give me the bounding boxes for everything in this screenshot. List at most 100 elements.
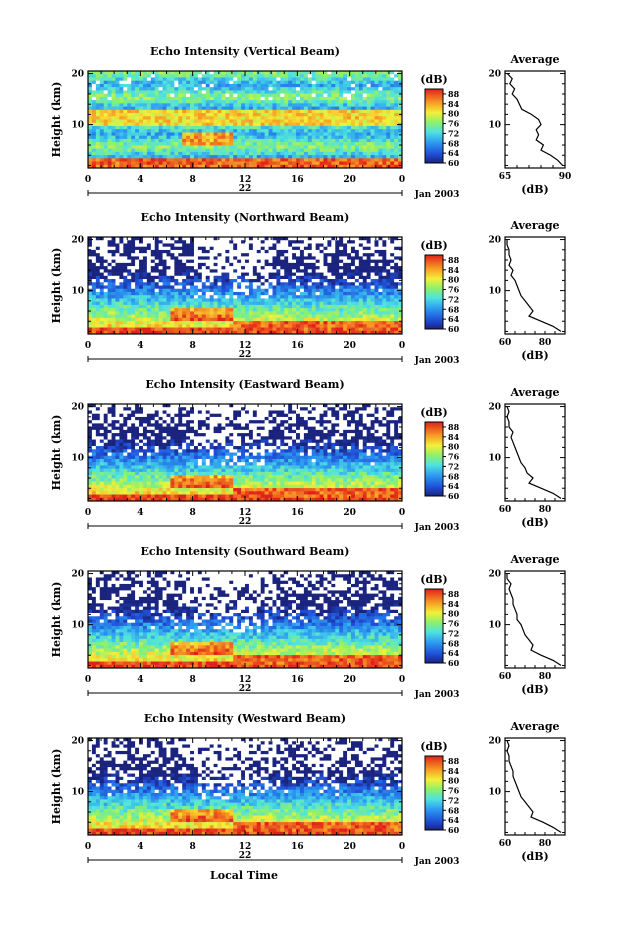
heatmap-cell — [95, 116, 101, 120]
heatmap-cell — [127, 83, 132, 88]
heatmap-cell — [178, 269, 183, 273]
heatmap-cell — [394, 164, 399, 169]
heatmap-cell — [127, 285, 132, 290]
heatmap-cell — [339, 304, 344, 309]
heatmap-cell — [95, 113, 101, 117]
heatmap-cell — [186, 243, 191, 247]
heatmap-cell — [248, 249, 254, 254]
heatmap-cell — [260, 249, 265, 254]
heatmap-cell — [398, 116, 403, 120]
heatmap-cell — [335, 100, 340, 104]
heatmap-cell — [217, 129, 222, 133]
heatmap-cell — [374, 93, 379, 98]
heatmap-cell — [142, 100, 148, 104]
heatmap-cell — [119, 295, 124, 299]
heatmap-cell — [190, 164, 195, 169]
heatmap-cell — [398, 80, 403, 85]
heatmap-cell — [296, 256, 301, 260]
heatmap-cell — [362, 269, 367, 273]
heatmap-cell — [299, 253, 305, 257]
heatmap-cell — [347, 83, 352, 88]
heatmap-cell — [347, 330, 352, 335]
heatmap-cell — [303, 298, 309, 302]
heatmap-cell — [327, 122, 332, 127]
heatmap-cell — [347, 158, 352, 162]
heatmap-cell — [237, 125, 242, 130]
heatmap-cell — [107, 321, 112, 325]
heatmap-cell — [229, 327, 234, 332]
heatmap-cell — [95, 83, 101, 88]
heatmap-cell — [146, 116, 152, 120]
heatmap-cell — [358, 151, 364, 156]
heatmap-cell — [233, 158, 238, 162]
heatmap-cell — [370, 129, 375, 133]
heatmap-cell — [303, 96, 309, 101]
heatmap-cell — [135, 237, 140, 241]
heatmap-cell — [135, 327, 140, 332]
heatmap-cell — [386, 246, 391, 251]
heatmap-cell — [95, 106, 101, 111]
heatmap-cell — [248, 113, 254, 117]
heatmap-cell — [186, 304, 191, 309]
heatmap-cell — [311, 119, 316, 124]
heatmap-cell — [241, 301, 246, 306]
heatmap-cell — [315, 148, 320, 153]
heatmap-cell — [354, 74, 360, 78]
heatmap-cell — [284, 317, 289, 322]
heatmap-cell — [131, 103, 136, 107]
heatmap-cell — [323, 158, 328, 162]
heatmap-cell — [197, 109, 203, 114]
heatmap-cell — [142, 96, 148, 101]
heatmap-cell — [166, 87, 171, 91]
heatmap-cell — [347, 103, 352, 107]
heatmap-cell — [150, 262, 156, 267]
heatmap-cell — [335, 129, 340, 133]
heatmap-cell — [127, 142, 132, 146]
heatmap-cell — [139, 138, 144, 143]
heatmap-cell — [366, 90, 371, 94]
heatmap-cell — [182, 129, 187, 133]
heatmap-cell — [166, 122, 171, 127]
heatmap-cell — [135, 132, 140, 136]
heatmap-cell — [311, 266, 316, 270]
heatmap-cell — [91, 122, 97, 127]
heatmap-cell — [331, 279, 336, 283]
heatmap-cell — [264, 148, 269, 153]
heatmap-cell — [209, 282, 214, 286]
heatmap-cell — [146, 125, 152, 130]
heatmap-cell — [119, 151, 124, 156]
heatmap-cell — [264, 145, 269, 149]
heatmap-cell — [323, 246, 328, 251]
heatmap-cell — [225, 151, 230, 156]
heatmap-cell — [339, 311, 344, 315]
heatmap-cell — [150, 161, 156, 166]
heatmap-cell — [127, 119, 132, 124]
heatmap-cell — [370, 103, 375, 107]
heatmap-cell — [362, 161, 367, 166]
heatmap-cell — [335, 74, 340, 78]
heatmap-cell — [245, 324, 250, 328]
heatmap-cell — [362, 125, 367, 130]
heatmap-cell — [213, 304, 218, 309]
heatmap-cell — [205, 240, 210, 244]
heatmap-cell — [296, 90, 301, 94]
heatmap-cell — [201, 256, 207, 260]
heatmap-cell — [248, 237, 254, 241]
heatmap-cell — [229, 317, 234, 322]
heatmap-cell — [162, 138, 167, 143]
heatmap-cell — [280, 272, 285, 277]
heatmap-cell — [252, 71, 258, 75]
heatmap-cell — [370, 253, 375, 257]
heatmap-cell — [366, 327, 371, 332]
heatmap-cell — [107, 269, 112, 273]
heatmap-cell — [248, 288, 254, 293]
heatmap-cell — [193, 321, 199, 325]
heatmap-cell — [386, 249, 391, 254]
panel-title: Echo Intensity (Northward Beam) — [141, 211, 350, 224]
heatmap-cell — [276, 249, 281, 254]
heatmap-cell — [303, 237, 309, 241]
heatmap-cell — [174, 330, 179, 335]
heatmap-cell — [193, 266, 199, 270]
heatmap-cell — [229, 285, 234, 290]
heatmap-cell — [162, 295, 167, 299]
